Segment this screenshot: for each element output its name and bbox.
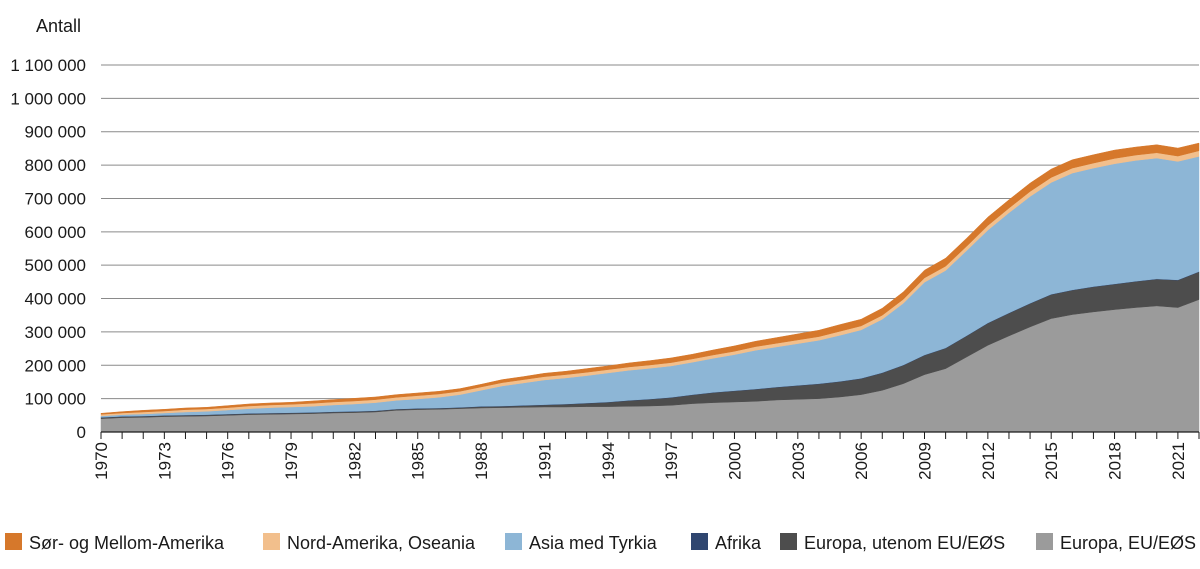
legend-swatch [780, 533, 797, 550]
y-tick-label: 600 000 [25, 223, 86, 242]
x-tick-label: 1982 [345, 442, 364, 480]
x-tick-label: 1973 [155, 442, 174, 480]
legend-label: Europa, EU/EØS [1060, 533, 1196, 553]
y-tick-label: 1 100 000 [10, 56, 86, 75]
legend: Sør- og Mellom-Amerika Nord-Amerika, Osea… [5, 533, 1196, 553]
y-tick-label: 1 000 000 [10, 89, 86, 108]
areas [100, 142, 1200, 433]
x-tick-label: 2021 [1169, 442, 1188, 480]
x-tick-label: 1997 [662, 442, 681, 480]
x-tick-label: 2000 [725, 442, 744, 480]
axes: 0 100 000 200 000 300 000 400 000 500 000 600 … [10, 56, 1200, 480]
legend-swatch [505, 533, 522, 550]
y-tick-label: 900 000 [25, 123, 86, 142]
series-area-5 [100, 142, 1200, 415]
legend-label: Europa, utenom EU/EØS [804, 533, 1005, 553]
x-tick-label: 2009 [916, 442, 935, 480]
legend-swatch [1036, 533, 1053, 550]
y-axis-title: Antall [36, 16, 81, 36]
y-tick-label: 100 000 [25, 390, 86, 409]
x-tick-label: 1976 [219, 442, 238, 480]
legend-swatch [263, 533, 280, 550]
x-tick-label: 1970 [92, 442, 111, 480]
legend-label: Afrika [715, 533, 762, 553]
y-tick-label: 200 000 [25, 356, 86, 375]
legend-label: Sør- og Mellom-Amerika [29, 533, 225, 553]
x-tick-label: 2015 [1042, 442, 1061, 480]
y-tick-label: 800 000 [25, 156, 86, 175]
x-tick-label: 2003 [789, 442, 808, 480]
x-tick-label: 1985 [409, 442, 428, 480]
x-tick-label: 1979 [282, 442, 301, 480]
legend-swatch [5, 533, 22, 550]
x-tick-label: 2018 [1106, 442, 1125, 480]
y-tick-label: 300 000 [25, 323, 86, 342]
x-tick-label: 2006 [852, 442, 871, 480]
legend-label: Asia med Tyrkia [529, 533, 658, 553]
x-tick-label: 1994 [599, 442, 618, 480]
legend-label: Nord-Amerika, Oseania [287, 533, 476, 553]
x-tick-label: 1988 [472, 442, 491, 480]
y-tick-label: 700 000 [25, 189, 86, 208]
legend-swatch [691, 533, 708, 550]
y-tick-label: 400 000 [25, 290, 86, 309]
x-tick-label: 2012 [979, 442, 998, 480]
gridlines [101, 64, 1199, 400]
y-tick-label: 500 000 [25, 256, 86, 275]
x-tick-label: 1991 [535, 442, 554, 480]
y-tick-label: 0 [77, 423, 86, 442]
